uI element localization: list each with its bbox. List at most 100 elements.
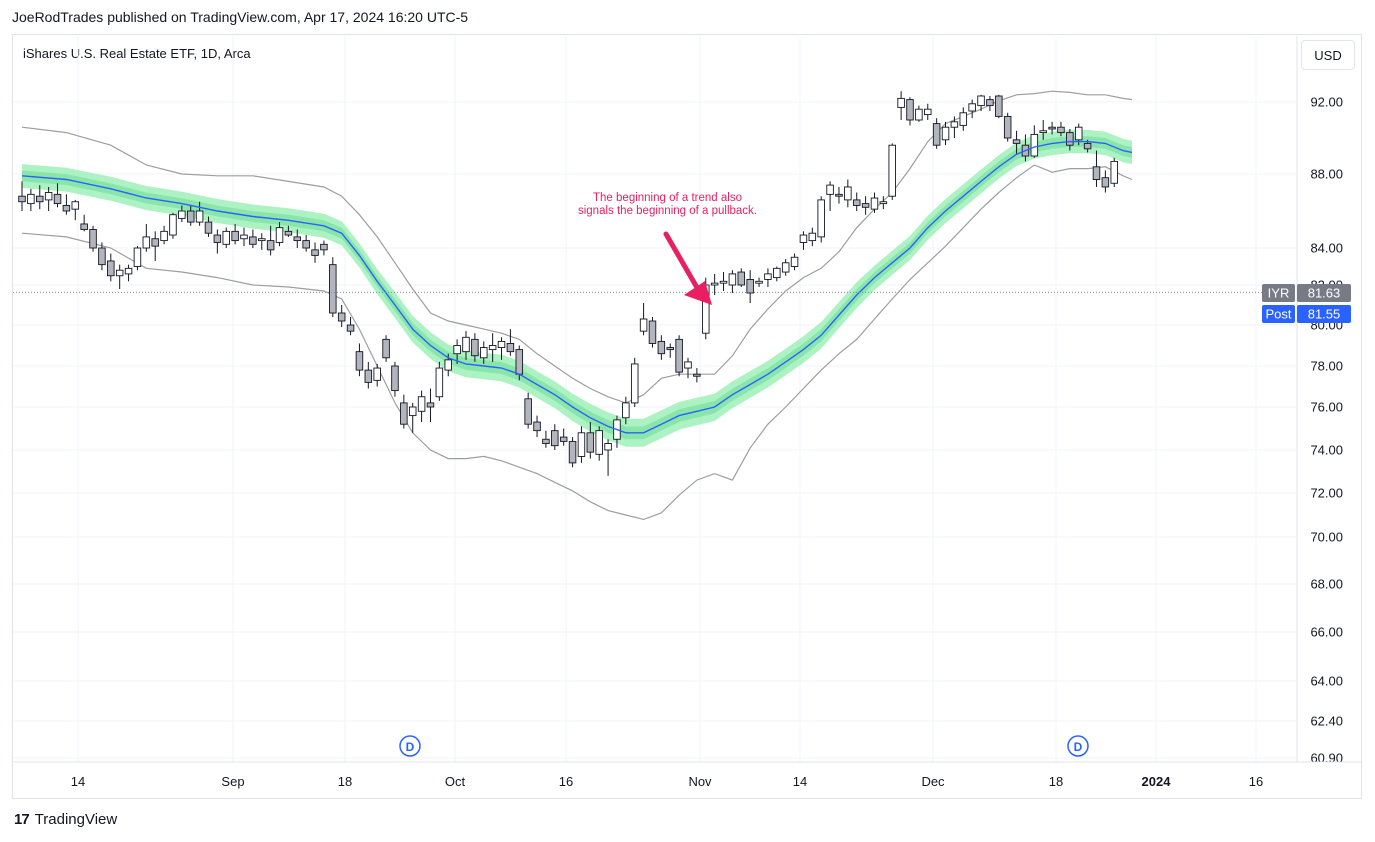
candle-body	[977, 95, 985, 107]
candle-body	[764, 273, 772, 280]
candle-body	[1066, 132, 1074, 146]
candle-79	[719, 272, 728, 291]
candle-body	[693, 373, 701, 377]
candle-body	[1039, 130, 1047, 134]
candle-body	[870, 197, 879, 210]
symbol-price-label-tag-text: IYR	[1268, 286, 1290, 301]
candle-body	[337, 312, 346, 322]
candle-body	[355, 351, 364, 371]
annotation-arrow-icon	[663, 231, 712, 305]
candle-body	[844, 186, 852, 201]
arrow-head	[684, 281, 712, 305]
candle-body	[790, 256, 799, 267]
candle-body	[826, 184, 834, 195]
candle-82	[746, 270, 754, 303]
candle-33	[311, 242, 319, 263]
arrow-shaft	[663, 231, 702, 294]
candle-75	[684, 357, 692, 379]
candle-55	[506, 329, 515, 356]
price-tick-label-12: 64.00	[1310, 674, 1343, 689]
candle-76	[693, 368, 701, 383]
candle-body	[488, 345, 497, 351]
candle-80	[728, 270, 737, 293]
candle-85	[773, 266, 781, 282]
candle-body	[1003, 115, 1012, 139]
price-tick-label-0: 92.00	[1310, 95, 1343, 110]
candle-body	[222, 230, 230, 245]
price-tick-label-14: 60.90	[1310, 751, 1343, 766]
candle-63	[577, 426, 586, 463]
candle-body	[559, 436, 568, 442]
candle-89	[808, 227, 817, 247]
event-marker-label: D	[1074, 740, 1083, 754]
candle-body	[71, 201, 80, 210]
publish-header: JoeRodTrades published on TradingView.co…	[12, 9, 469, 25]
candle-15	[151, 231, 159, 261]
candle-78	[710, 273, 719, 295]
candle-body	[932, 123, 941, 146]
event-marker-1[interactable]: D	[1067, 735, 1089, 757]
annotation-line-2: signals the beginning of a pullback.	[577, 205, 757, 217]
candle-body	[204, 221, 213, 234]
candle-body	[817, 199, 825, 238]
candle-body	[577, 432, 586, 457]
tradingview-brand: TradingView	[34, 811, 118, 828]
tradingview-logo[interactable]: 17 TradingView	[14, 811, 117, 828]
candle-body	[728, 273, 737, 286]
candle-28	[266, 225, 275, 256]
candle-body	[18, 195, 26, 203]
candle-body	[382, 338, 390, 359]
time-tick-label-6: 14	[793, 774, 807, 789]
candle-body	[1083, 142, 1092, 150]
post-price-label-value-bg	[1297, 305, 1351, 323]
currency-button[interactable]: USD	[1301, 40, 1355, 70]
candle-23	[222, 227, 230, 248]
symbol-price-label: IYR 81.63	[1262, 284, 1351, 302]
candle-71	[648, 317, 657, 348]
symbol-price-label-value-bg	[1297, 284, 1351, 302]
time-tick-label-0: 14	[71, 774, 85, 789]
candle-body	[195, 210, 204, 223]
candle-body	[586, 432, 595, 453]
candle-body	[1057, 126, 1065, 134]
candle-body	[346, 324, 355, 332]
time-axis: 14 Sep 18 Oct 16 Nov 14 Dec 18 2024 16	[71, 774, 1263, 789]
candle-91	[826, 181, 834, 211]
candle-45	[417, 390, 426, 423]
candle-99	[897, 91, 905, 120]
candle-95	[861, 196, 870, 215]
candle-115	[1039, 120, 1047, 140]
candle-36	[337, 305, 346, 328]
candle-body	[98, 247, 106, 266]
candle-body	[400, 402, 408, 425]
candle-94	[852, 192, 861, 211]
chart-annotation: The beginning of a trend also signals th…	[545, 192, 790, 218]
candle-46	[426, 388, 435, 423]
candles	[18, 91, 1118, 476]
candle-body	[879, 201, 888, 205]
candle-42	[391, 361, 399, 397]
candle-30	[284, 225, 293, 237]
time-tick-label-4: 16	[559, 774, 573, 789]
candle-body	[799, 234, 808, 243]
candle-93	[844, 179, 852, 208]
candle-49	[453, 339, 461, 364]
candle-body	[480, 347, 488, 359]
price-tick-label-5: 78.00	[1310, 359, 1343, 374]
event-marker-0[interactable]: D	[399, 735, 421, 757]
candle-body	[710, 282, 719, 286]
time-tick-label-2: 18	[338, 774, 352, 789]
candle-97	[879, 196, 888, 210]
candle-body	[107, 260, 115, 277]
candle-body	[808, 232, 817, 242]
candle-body	[906, 99, 914, 121]
candle-body	[53, 193, 62, 205]
candle-body	[888, 144, 896, 197]
post-price-label: Post 81.55	[1262, 305, 1351, 323]
candle-body	[320, 243, 328, 251]
candle-74	[675, 335, 683, 377]
candle-62	[568, 437, 577, 468]
symbol-price-label-value-text: 81.63	[1308, 286, 1341, 301]
candle-34	[320, 240, 328, 256]
